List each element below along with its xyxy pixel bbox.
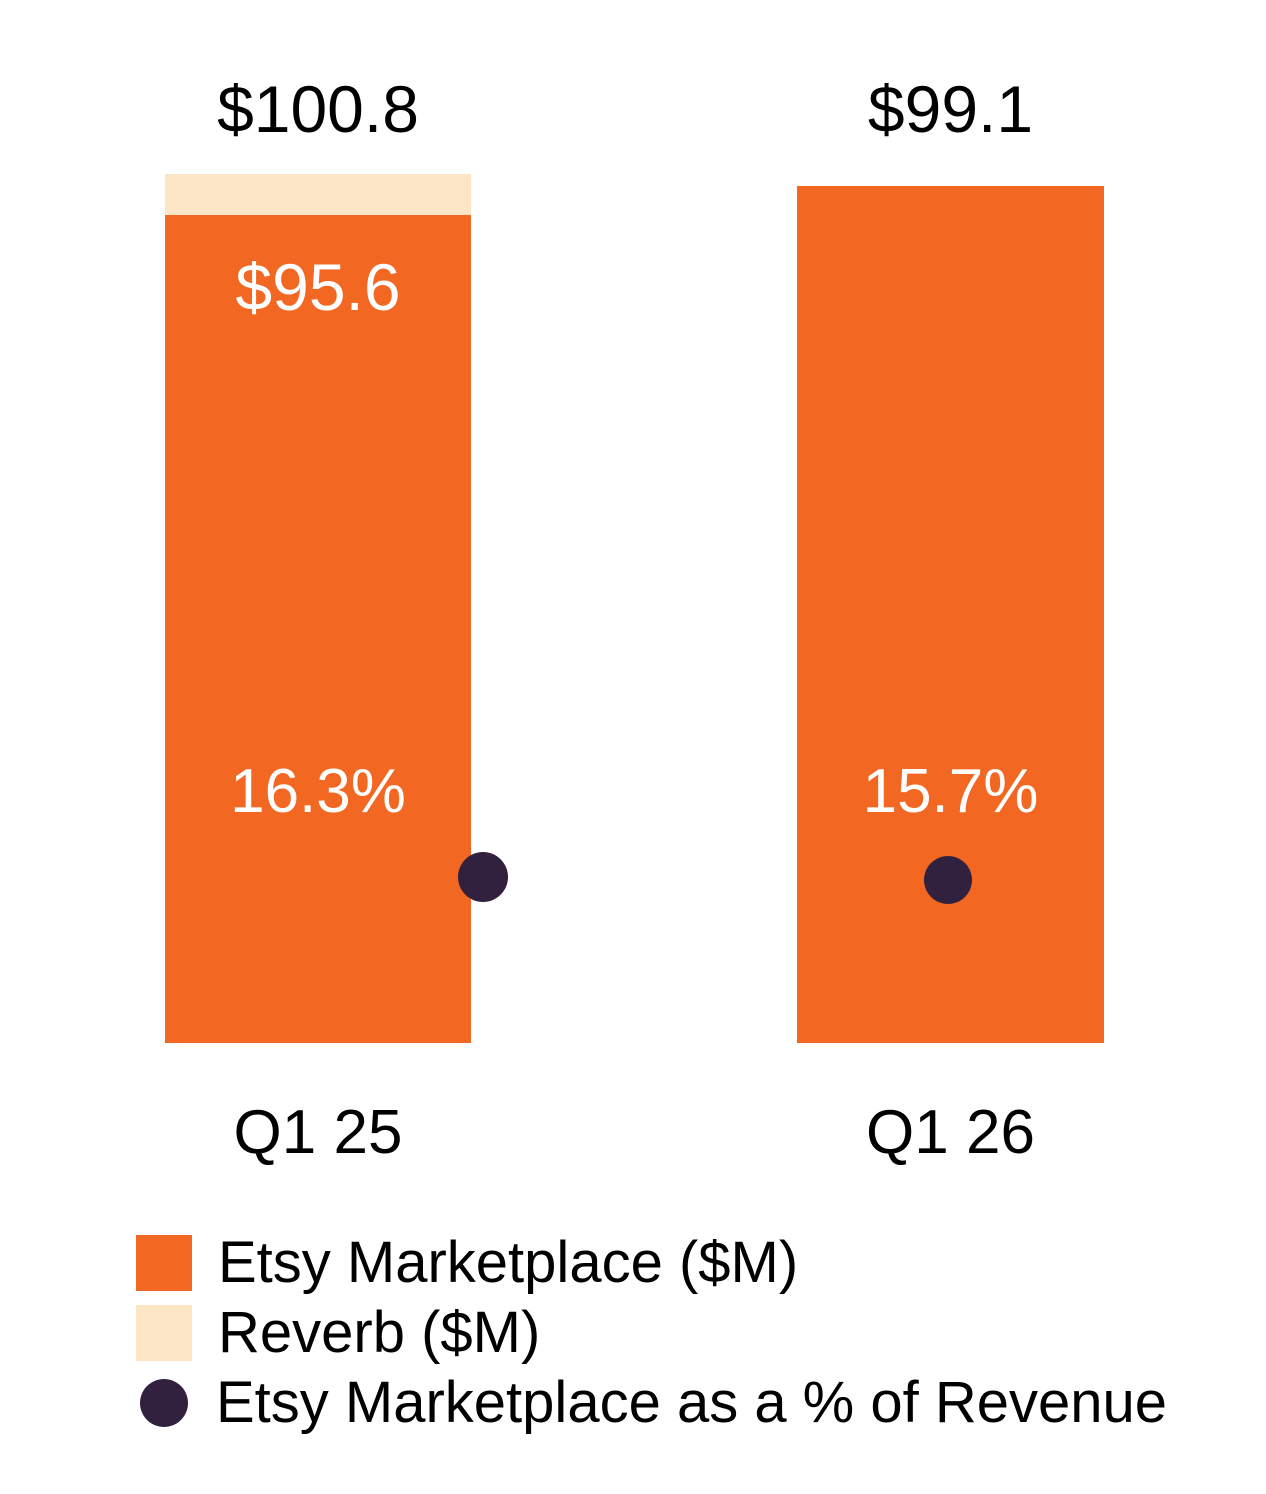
legend-item-reverb[interactable]: Reverb ($M) <box>136 1298 1236 1368</box>
legend-swatch-cream-square-icon <box>136 1305 192 1361</box>
category-label: Q1 26 <box>866 1098 1035 1167</box>
category-label: Q1 25 <box>233 1098 403 1167</box>
bar-total-label: $99.1 <box>867 72 1034 146</box>
bar-segment-reverb[interactable] <box>165 174 471 215</box>
percent-of-revenue-marker[interactable] <box>924 856 972 904</box>
bar-segment-etsy-marketplace[interactable] <box>165 215 471 1043</box>
legend-swatch-purple-dot-icon <box>140 1379 188 1427</box>
plot-area: $100.8 $95.6 16.3% Q1 25 $99.1 15.7% Q1 … <box>165 0 1104 1190</box>
legend-item-label: Etsy Marketplace as a % of Revenue <box>216 1370 1168 1435</box>
bar-total-label: $100.8 <box>217 72 419 146</box>
chart-legend: Etsy Marketplace ($M) Reverb ($M) Etsy M… <box>136 1228 1236 1438</box>
legend-item-label: Etsy Marketplace ($M) <box>218 1230 799 1295</box>
bar-group-q1-25: $100.8 $95.6 16.3% Q1 25 <box>165 0 508 1190</box>
stacked-bar <box>165 174 471 1043</box>
legend-item-etsy-marketplace[interactable]: Etsy Marketplace ($M) <box>136 1228 1236 1298</box>
bar-percent-label: 15.7% <box>862 757 1039 826</box>
percent-of-revenue-marker[interactable] <box>458 852 508 902</box>
bar-percent-label: 16.3% <box>230 757 406 826</box>
legend-item-percent-of-revenue[interactable]: Etsy Marketplace as a % of Revenue <box>136 1368 1236 1438</box>
bar-segment-value-label: $95.6 <box>235 250 401 324</box>
stacked-bar <box>797 186 1104 1043</box>
bar-segment-etsy-marketplace[interactable] <box>797 186 1104 1043</box>
legend-item-label: Reverb ($M) <box>218 1300 541 1365</box>
bar-group-q1-26: $99.1 15.7% Q1 26 <box>797 0 1104 1190</box>
legend-swatch-orange-square-icon <box>136 1235 192 1291</box>
